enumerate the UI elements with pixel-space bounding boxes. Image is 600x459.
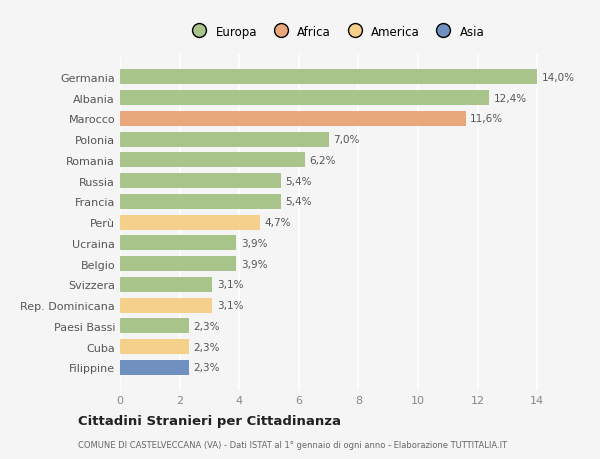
Bar	[120, 112, 466, 127]
Bar	[120, 70, 537, 85]
Text: 3,9%: 3,9%	[241, 259, 267, 269]
Text: 2,3%: 2,3%	[193, 363, 220, 372]
Bar	[120, 195, 281, 209]
Text: COMUNE DI CASTELVECCANA (VA) - Dati ISTAT al 1° gennaio di ogni anno - Elaborazi: COMUNE DI CASTELVECCANA (VA) - Dati ISTA…	[78, 441, 507, 449]
Text: 14,0%: 14,0%	[542, 73, 575, 83]
Bar	[120, 132, 329, 147]
Text: 2,3%: 2,3%	[193, 321, 220, 331]
Bar	[120, 360, 188, 375]
Bar	[120, 215, 260, 230]
Text: 5,4%: 5,4%	[286, 197, 312, 207]
Bar	[120, 236, 236, 251]
Text: 3,1%: 3,1%	[217, 300, 244, 310]
Text: 11,6%: 11,6%	[470, 114, 503, 124]
Text: 6,2%: 6,2%	[309, 156, 335, 166]
Legend: Europa, Africa, America, Asia: Europa, Africa, America, Asia	[182, 21, 490, 43]
Bar	[120, 298, 212, 313]
Text: 5,4%: 5,4%	[286, 176, 312, 186]
Text: 3,9%: 3,9%	[241, 238, 267, 248]
Bar	[120, 153, 305, 168]
Bar	[120, 277, 212, 292]
Text: 4,7%: 4,7%	[265, 218, 291, 228]
Text: 7,0%: 7,0%	[333, 135, 359, 145]
Bar	[120, 174, 281, 189]
Bar	[120, 339, 188, 354]
Text: 3,1%: 3,1%	[217, 280, 244, 290]
Text: 12,4%: 12,4%	[494, 94, 527, 103]
Bar	[120, 319, 188, 334]
Bar	[120, 257, 236, 271]
Bar	[120, 91, 490, 106]
Text: 2,3%: 2,3%	[193, 342, 220, 352]
Text: Cittadini Stranieri per Cittadinanza: Cittadini Stranieri per Cittadinanza	[78, 414, 341, 428]
